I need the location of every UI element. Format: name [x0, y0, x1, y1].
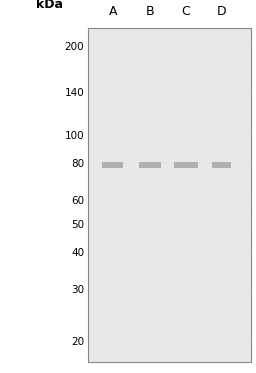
Bar: [139, 162, 162, 168]
Bar: [102, 162, 123, 168]
Text: D: D: [217, 5, 226, 18]
Text: B: B: [146, 5, 154, 18]
Bar: [212, 162, 231, 168]
Text: C: C: [182, 5, 190, 18]
Text: A: A: [109, 5, 117, 18]
Bar: [174, 162, 198, 168]
Text: kDa: kDa: [36, 0, 63, 11]
